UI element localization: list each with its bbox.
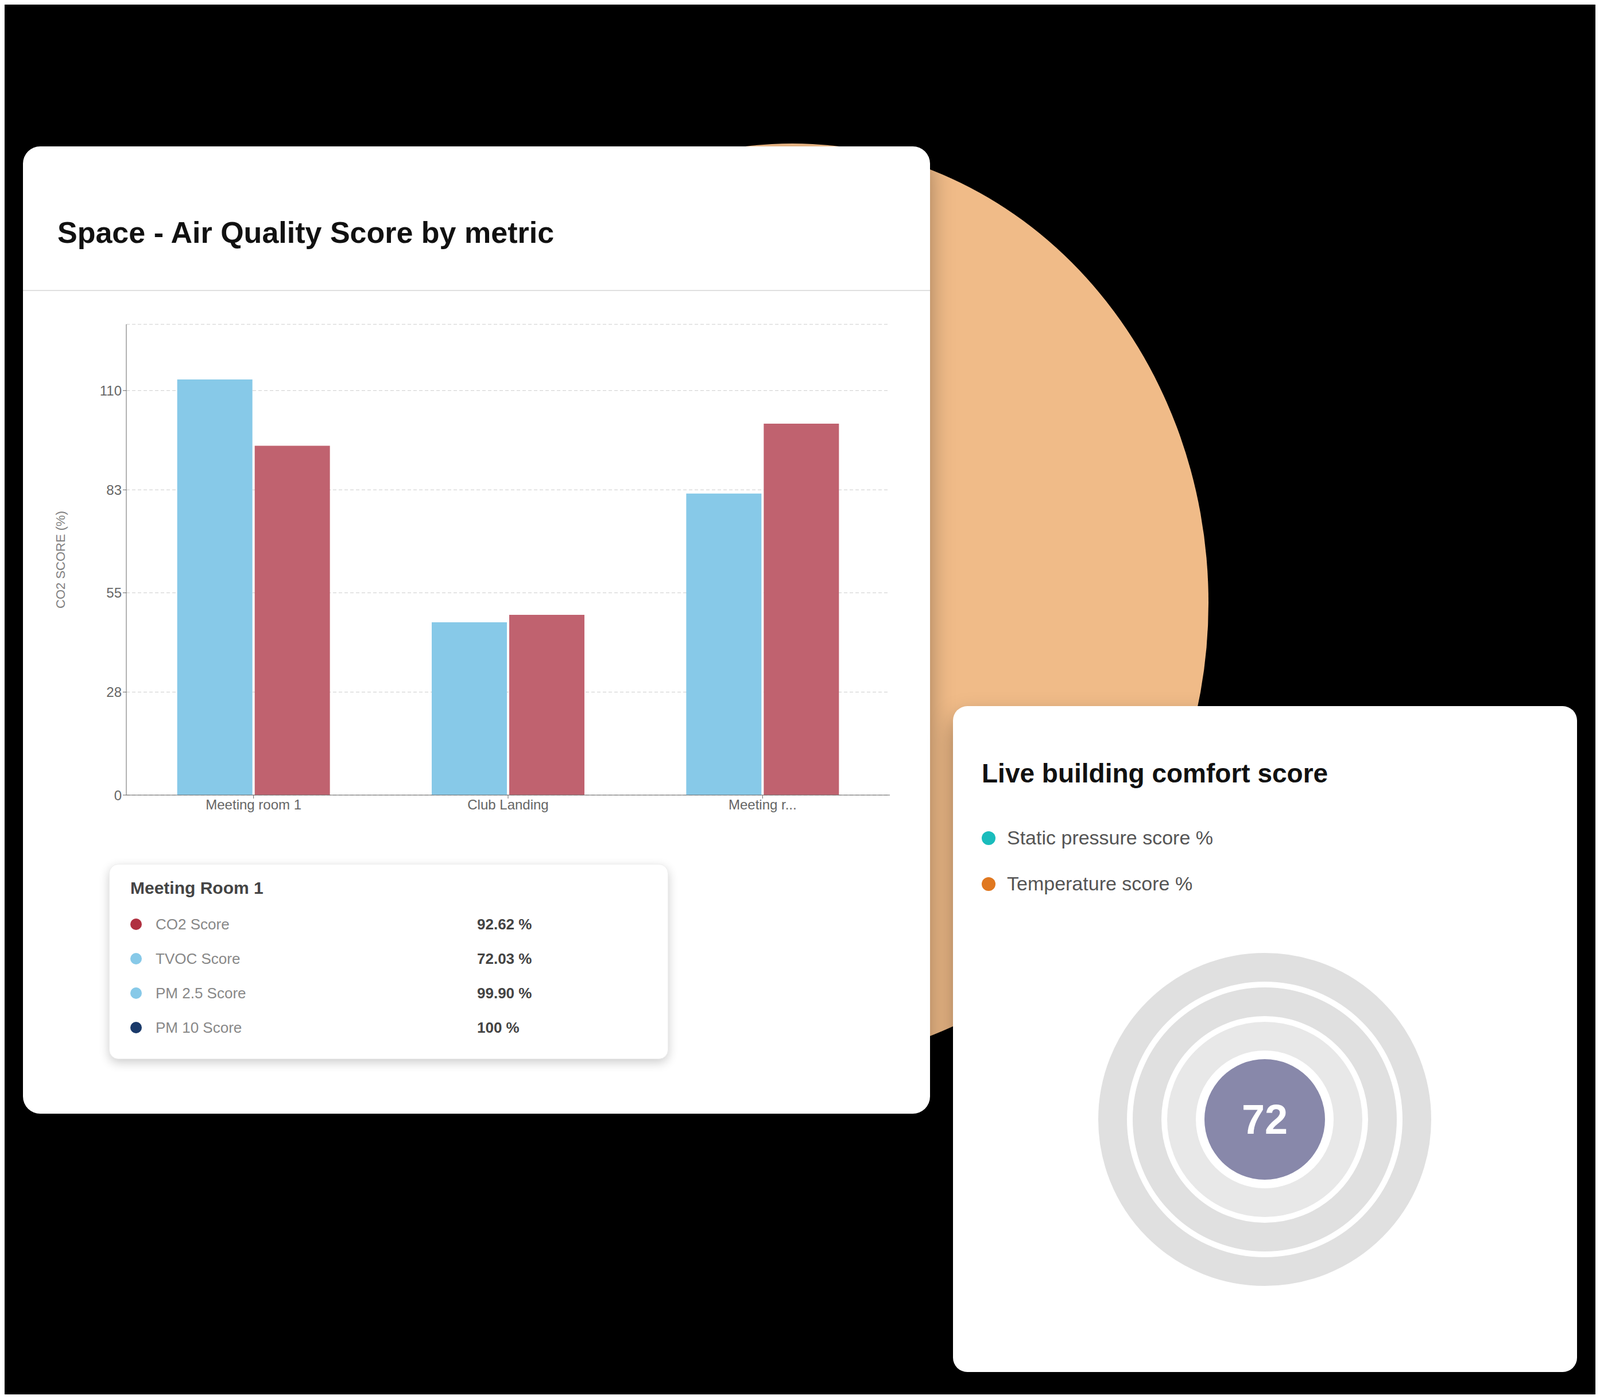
- html-text:CO2 Score: CO2 Score: [155, 915, 230, 933]
- html-text:72.03 %: 72.03 %: [477, 949, 532, 968]
- html-text:100 %: 100 %: [477, 1018, 520, 1036]
- svg-text:110: 110: [99, 382, 122, 399]
- html-text:99.90 %: 99.90 %: [477, 984, 532, 1002]
- svg-text:28: 28: [106, 684, 122, 700]
- html-text:Static pressure score %: Static pressure score %: [1006, 826, 1214, 849]
- svg-text:Club Landing: Club Landing: [467, 796, 549, 813]
- svg-text:72: 72: [1241, 1096, 1288, 1143]
- svg-text:55: 55: [106, 585, 122, 601]
- html-text:PM 2.5 Score: PM 2.5 Score: [155, 984, 246, 1002]
- html-text:Meeting Room 1: Meeting Room 1: [130, 878, 264, 898]
- svg-text:CO2 SCORE (%): CO2 SCORE (%): [53, 510, 68, 609]
- html-text:Space - Air Quality Score by m: Space - Air Quality Score by metric: [57, 215, 555, 250]
- svg-text:Meeting r...: Meeting r...: [728, 796, 797, 813]
- html-text:PM 10 Score: PM 10 Score: [155, 1018, 242, 1036]
- html-text:TVOC Score: TVOC Score: [155, 949, 241, 968]
- html-text:Temperature score %: Temperature score %: [1006, 872, 1193, 895]
- svg-text:0: 0: [114, 787, 122, 804]
- html-text:Live building comfort score: Live building comfort score: [981, 758, 1328, 789]
- svg-text:83: 83: [106, 482, 122, 498]
- svg-text:Meeting room 1: Meeting room 1: [205, 796, 302, 813]
- html-text:92.62 %: 92.62 %: [477, 915, 532, 933]
